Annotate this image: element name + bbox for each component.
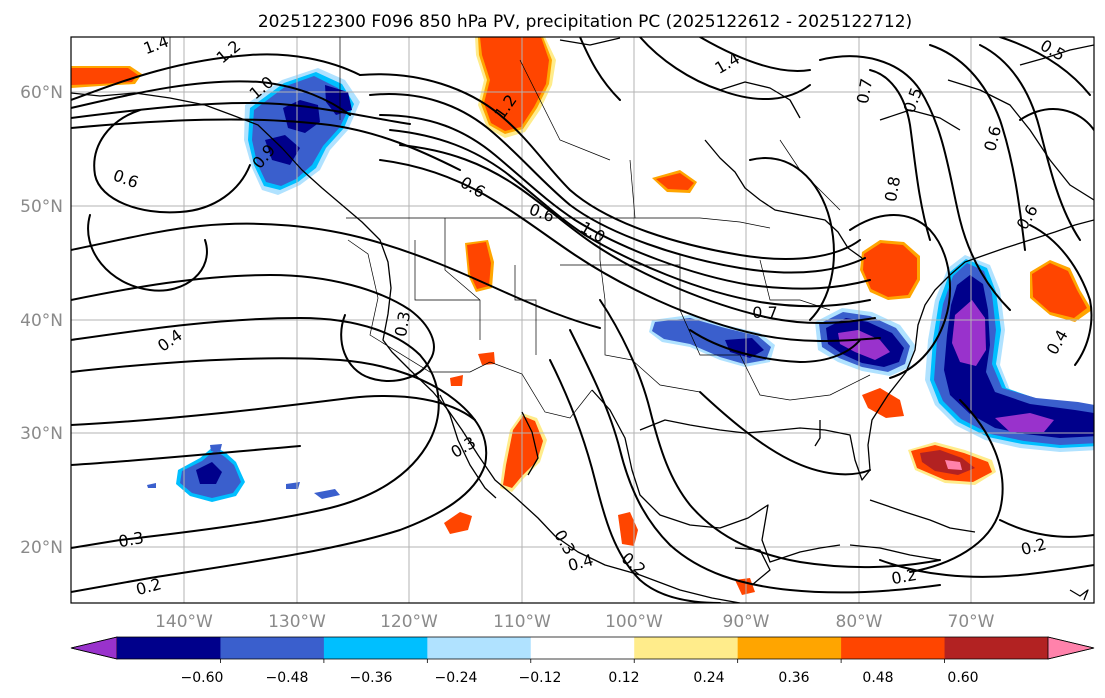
precip-cell-hudson <box>475 37 556 138</box>
pv-contours <box>71 37 1094 603</box>
colorbar-tick-label: −0.48 <box>266 670 309 686</box>
contour-label: 0.7 <box>853 77 876 105</box>
colorbar-segment <box>530 637 635 659</box>
precip-cell-northeast <box>652 170 920 300</box>
colorbar-tick-label: 0.60 <box>947 670 978 686</box>
lat-label: 30°N <box>20 424 63 444</box>
colorbar-tick-label: −0.36 <box>350 670 393 686</box>
colorbar-tick-label: 0.24 <box>693 670 724 686</box>
precip-cell-hawaii <box>147 444 340 502</box>
colorbar-segment <box>323 637 428 659</box>
colorbar-segment <box>117 637 221 659</box>
map-area: 1.4 1.2 1.0 0.9 0.6 0.4 0.3 0.2 0.3 0.3 … <box>71 37 1094 603</box>
contour-label: 0.7 <box>752 303 777 322</box>
colorbar-outline <box>70 636 1095 660</box>
contour-label: 0.8 <box>881 175 904 203</box>
colorbar-tick-labels: −0.60 −0.48 −0.36 −0.24 −0.12 0.12 0.24 … <box>181 670 979 686</box>
precip-cell-midatlantic <box>815 308 915 376</box>
lon-label: 90°W <box>723 612 770 632</box>
precip-cell-mexico <box>444 512 755 595</box>
colorbar-tick-label: −0.24 <box>435 670 478 686</box>
lat-label: 60°N <box>20 83 63 103</box>
contour-label: 0.2 <box>890 565 918 588</box>
coastlines <box>71 37 1094 603</box>
lat-label: 20°N <box>20 538 63 558</box>
colorbar-extend-high <box>1047 636 1095 660</box>
precip-cell-newfoundland <box>1030 260 1092 322</box>
longitude-labels: 140°W 130°W 120°W 110°W 100°W 90°W 80°W … <box>155 612 995 632</box>
colorbar-tick-label: −0.12 <box>519 670 562 686</box>
precip-cell-bahamas <box>862 388 996 485</box>
contour-label: 0.3 <box>391 310 414 338</box>
lat-label: 50°N <box>20 197 63 217</box>
figure-title: 2025122300 F096 850 hPa PV, precipitatio… <box>258 12 912 32</box>
lon-label: 130°W <box>268 612 326 632</box>
latitude-labels: 20°N 30°N 40°N 50°N 60°N <box>20 83 63 558</box>
colorbar-segment <box>737 637 842 659</box>
lon-label: 100°W <box>605 612 663 632</box>
colorbar-segment <box>841 637 946 659</box>
colorbar-segment <box>944 637 1049 659</box>
lon-label: 80°W <box>836 612 883 632</box>
colorbar-segment <box>634 637 739 659</box>
colorbar-extend-low <box>70 636 118 660</box>
lon-label: 120°W <box>380 612 438 632</box>
political-borders <box>169 37 871 419</box>
precip-cell-wak <box>71 66 142 88</box>
colorbar <box>70 636 1095 663</box>
lat-label: 40°N <box>20 311 63 331</box>
lon-label: 140°W <box>155 612 213 632</box>
colorbar-tick-label: 0.12 <box>608 670 639 686</box>
colorbar-tick-label: −0.60 <box>181 670 224 686</box>
lon-label: 110°W <box>493 612 551 632</box>
contour-label: 0.3 <box>117 528 145 551</box>
colorbar-tick-label: 0.48 <box>862 670 893 686</box>
colorbar-segment <box>220 637 325 659</box>
colorbar-segment <box>427 637 532 659</box>
map-frame <box>70 36 1095 604</box>
lon-label: 70°W <box>948 612 995 632</box>
colorbar-tick-label: 0.36 <box>778 670 809 686</box>
